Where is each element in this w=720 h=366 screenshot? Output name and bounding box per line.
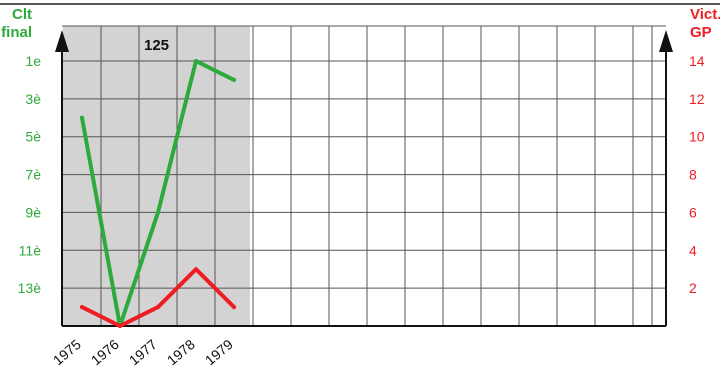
- left-tick-label: 1e: [25, 53, 41, 69]
- x-tick-label: 1978: [164, 336, 198, 366]
- right-tick-label: 14: [689, 53, 705, 69]
- right-tick-label: 12: [689, 91, 705, 107]
- series-point: [80, 115, 84, 120]
- series-point: [194, 59, 198, 63]
- series-point: [232, 305, 236, 310]
- series-point: [156, 210, 160, 215]
- right-tick-label: 4: [689, 242, 697, 258]
- left-tick-label: 13è: [18, 280, 42, 296]
- series-point: [232, 77, 236, 82]
- left-axis-title: Clt: [12, 6, 32, 23]
- right-tick-label: 2: [689, 280, 697, 296]
- left-tick-label: 11è: [19, 242, 42, 258]
- right-tick-label: 6: [689, 204, 697, 220]
- band-label: 125: [144, 37, 169, 54]
- right-axis-title: Vict.: [690, 6, 720, 23]
- series-point: [118, 324, 122, 328]
- left-tick-label: 7è: [25, 167, 41, 183]
- series-point: [194, 267, 198, 272]
- series-point: [80, 305, 84, 310]
- x-tick-label: 1975: [50, 336, 84, 366]
- left-tick-label: 5è: [25, 129, 41, 145]
- right-tick-label: 10: [689, 129, 705, 145]
- x-tick-label: 1976: [88, 336, 122, 366]
- x-tick-label: 1977: [126, 336, 160, 366]
- left-axis-title: final: [1, 24, 32, 41]
- right-axis-arrow: [659, 30, 673, 52]
- series-point: [156, 305, 160, 310]
- right-axis-title: GP: [690, 24, 712, 41]
- left-axis-arrow: [55, 30, 69, 52]
- left-tick-label: 9è: [25, 204, 41, 220]
- left-tick-label: 3è: [25, 91, 41, 107]
- right-tick-label: 8: [689, 167, 697, 183]
- x-tick-label: 1979: [202, 336, 236, 366]
